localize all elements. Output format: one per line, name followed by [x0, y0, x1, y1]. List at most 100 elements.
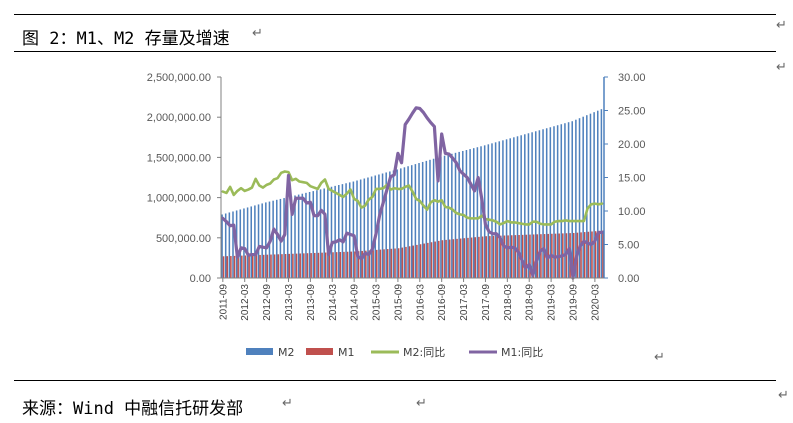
bar-m2	[469, 149, 471, 278]
bar-m2	[586, 115, 588, 278]
bar-m1	[248, 255, 250, 278]
bar-m1	[452, 239, 455, 278]
bar-m2	[476, 147, 479, 278]
bar-m2	[432, 158, 435, 278]
bar-m1	[540, 234, 542, 278]
x-tick-label: 2013-03	[284, 284, 295, 321]
bar-m1	[314, 252, 316, 278]
bar-m1	[335, 252, 338, 278]
bar-m1	[459, 238, 462, 278]
bar-m1	[324, 252, 327, 278]
bar-m1	[233, 255, 236, 278]
bar-m1	[583, 232, 586, 278]
source-paragraph-mark: ↵	[282, 396, 293, 411]
bar-m1	[448, 239, 451, 278]
caption-rule	[14, 51, 776, 52]
bar-m2	[330, 186, 333, 278]
x-tick-label: 2019-09	[568, 284, 579, 321]
legend-swatch-bar	[246, 348, 273, 355]
bar-layer	[221, 109, 604, 279]
bar-m2	[451, 153, 453, 278]
bar-m1	[405, 246, 407, 278]
bar-m2	[359, 179, 362, 278]
bar-m2	[319, 189, 322, 278]
bar-m2	[228, 212, 231, 278]
legend-label: M1:同比	[501, 346, 543, 359]
y-right-tick-label: 20.00	[618, 139, 646, 151]
bar-m2	[316, 190, 318, 278]
bar-m1	[222, 256, 225, 278]
figure-caption: 图 2：M1、M2 存量及增速	[22, 29, 230, 49]
bar-m1	[485, 236, 487, 278]
bar-m2	[443, 155, 446, 278]
bar-m2	[542, 129, 544, 278]
bar-m1	[259, 254, 261, 278]
bar-m1	[372, 250, 374, 278]
bar-m1	[357, 251, 360, 278]
bar-m1	[587, 231, 590, 278]
bar-m2	[338, 185, 340, 278]
bar-m2	[323, 188, 325, 278]
source-note: 来源：Wind 中融信托研发部	[22, 399, 244, 419]
bar-m1	[379, 249, 382, 278]
bar-m1	[500, 235, 502, 278]
bar-m1	[310, 253, 312, 278]
bar-m2	[407, 166, 409, 278]
bar-m2	[534, 131, 537, 278]
bar-m2	[224, 213, 227, 278]
x-tick-label: 2019-03	[547, 284, 558, 321]
x-tick-label: 2020-03	[590, 284, 601, 321]
bar-m1	[350, 251, 353, 278]
bar-m1	[386, 249, 389, 278]
bar-m2	[494, 142, 497, 278]
bar-m1	[591, 231, 593, 278]
bar-m2	[425, 160, 428, 278]
bar-m2	[363, 178, 366, 278]
bar-m1	[412, 245, 415, 278]
bar-m2	[582, 116, 584, 278]
source-paragraph-mark-3: ↵	[778, 388, 789, 403]
bar-m2	[370, 176, 373, 278]
x-tick-label: 2012-09	[262, 284, 273, 321]
bar-m2	[593, 112, 595, 279]
legend-item-0: M2	[246, 346, 295, 359]
bar-m1	[416, 244, 418, 278]
bar-m2	[312, 191, 315, 278]
bar-m1	[401, 247, 404, 278]
bar-m1	[299, 253, 301, 278]
bar-m1	[328, 252, 331, 278]
bar-m2	[520, 135, 522, 278]
bar-m1	[419, 244, 422, 278]
bar-m2	[524, 134, 526, 278]
bar-m1	[339, 252, 342, 278]
y-right-tick-label: 15.00	[618, 173, 646, 185]
bar-m2	[487, 144, 490, 278]
bar-m2	[527, 133, 530, 278]
bar-m1	[237, 255, 239, 278]
top-rule	[14, 14, 776, 15]
bar-m1	[295, 253, 298, 278]
bar-m2	[286, 197, 289, 278]
bar-m2	[440, 156, 442, 278]
bar-m1	[361, 250, 363, 278]
bar-m2	[250, 206, 252, 278]
bar-m2	[421, 161, 424, 278]
y-right-tick-label: 10.00	[618, 206, 646, 218]
bar-m1	[481, 236, 484, 278]
bar-m1	[376, 249, 378, 278]
bar-m2	[465, 150, 468, 278]
bar-m2	[531, 132, 533, 278]
bar-m1	[321, 252, 323, 278]
bar-m1	[478, 236, 480, 278]
bar-m2	[396, 169, 398, 278]
bar-m2	[352, 181, 355, 278]
bar-m2	[341, 184, 344, 278]
bar-m2	[308, 191, 311, 278]
bar-m2	[381, 173, 384, 278]
series-line-m2-yoy	[221, 170, 604, 226]
bar-m1	[394, 248, 396, 278]
bar-m1	[489, 236, 491, 278]
bar-m1	[514, 235, 517, 278]
bar-m2	[345, 183, 347, 278]
